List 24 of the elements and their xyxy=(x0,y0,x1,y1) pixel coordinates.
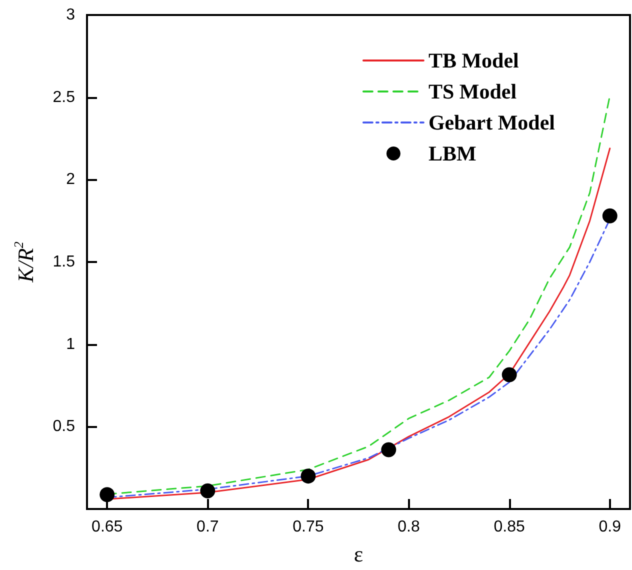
x-tick-label: 0.75 xyxy=(292,518,324,536)
point xyxy=(200,483,216,498)
x-tick-label: 0.8 xyxy=(398,518,420,536)
legend-label: Gebart Model xyxy=(428,110,556,134)
x-tick-label: 0.9 xyxy=(598,518,622,536)
point xyxy=(381,442,396,458)
point xyxy=(100,487,115,502)
y-tick-label: 0.5 xyxy=(52,418,76,436)
legend-label: TS Model xyxy=(428,80,517,104)
y-tick-label: 3 xyxy=(66,6,76,24)
legend-label: LBM xyxy=(428,142,476,166)
x-tick-label: 0.85 xyxy=(494,518,526,536)
point xyxy=(502,367,517,382)
y-tick-label: 2.5 xyxy=(52,88,76,106)
y-axis-title: K/R2 xyxy=(11,241,38,284)
y-tick-label: 1 xyxy=(66,336,76,353)
x-axis-title: ε xyxy=(354,542,364,566)
legend-label: TB Model xyxy=(428,48,520,72)
x-tick-label: 0.65 xyxy=(92,518,123,536)
point xyxy=(300,468,316,484)
point xyxy=(602,208,618,224)
y-tick-label: 2 xyxy=(66,171,76,188)
y-tick-label: 1.5 xyxy=(52,254,76,270)
x-tick-label: 0.7 xyxy=(196,518,219,536)
